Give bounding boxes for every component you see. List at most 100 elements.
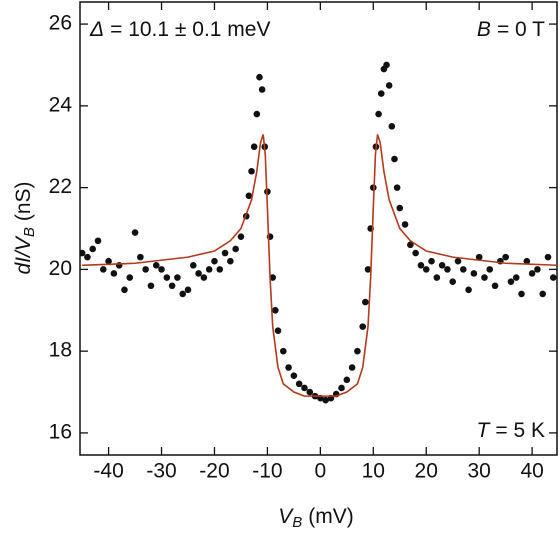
x-tick-label: -20: [199, 460, 229, 483]
data-point: [407, 241, 414, 249]
annotation-symbol: Δ: [89, 18, 104, 41]
data-point: [99, 266, 107, 273]
x-tick-label: -30: [146, 460, 176, 483]
y-tick-label: 24: [49, 93, 73, 116]
annotation-text: = 0 T: [497, 18, 545, 41]
data-point: [417, 261, 425, 269]
data-point: [158, 266, 165, 273]
data-point: [322, 396, 329, 404]
data-point: [200, 274, 208, 281]
data-point: [126, 274, 134, 281]
y-tick-label: 22: [49, 175, 72, 198]
data-point: [481, 274, 488, 281]
data-point: [285, 364, 292, 371]
x-label-sub: B: [292, 514, 302, 531]
annotation-text: = 5 K: [495, 419, 545, 442]
x-tick-label: -40: [93, 460, 123, 483]
data-point: [121, 286, 128, 294]
data-point: [269, 274, 277, 281]
data-point: [195, 270, 202, 277]
data-point: [491, 282, 499, 290]
x-tick-label: 20: [415, 460, 438, 483]
data-point: [428, 257, 435, 265]
annotation-symbol: T: [477, 419, 492, 442]
data-point: [486, 266, 494, 273]
data-point: [393, 184, 401, 191]
data-point: [502, 253, 509, 261]
y-tick-label: 16: [49, 420, 72, 443]
data-point: [401, 221, 409, 228]
data-point: [512, 274, 520, 281]
data-point: [232, 245, 239, 253]
data-point: [375, 110, 382, 118]
data-point: [470, 270, 478, 277]
data-point: [179, 290, 187, 298]
data-point: [362, 298, 369, 306]
y-label-main: dI/V: [12, 235, 35, 274]
annotation: B = 0 T: [477, 18, 545, 41]
annotation-symbol: B: [477, 18, 491, 41]
data-point: [272, 306, 279, 314]
data-point: [137, 253, 144, 261]
x-tick-label: 40: [520, 460, 543, 483]
data-point: [237, 233, 245, 240]
data-point: [412, 249, 419, 257]
y-tick-label: 26: [49, 12, 72, 35]
data-point: [250, 143, 258, 151]
y-tick-label: 20: [49, 257, 72, 280]
data-point: [256, 73, 263, 81]
data-point: [227, 257, 234, 265]
data-point: [274, 327, 282, 335]
data-point: [534, 266, 541, 273]
data-point: [184, 286, 192, 294]
data-point: [245, 192, 253, 200]
data-point: [518, 290, 525, 298]
data-point: [189, 261, 197, 269]
data-point: [205, 266, 213, 273]
data-point: [354, 347, 361, 355]
annotation: Δ = 10.1 ± 0.1 meV: [89, 18, 270, 41]
data-point: [383, 61, 390, 69]
data-point: [528, 270, 536, 277]
data-point: [465, 286, 472, 294]
data-point: [147, 282, 155, 290]
data-point: [142, 266, 149, 273]
x-label-main: V: [278, 505, 294, 528]
x-tick-label: -10: [252, 460, 282, 483]
data-point: [343, 376, 351, 384]
fit-line: [82, 134, 557, 397]
data-point: [248, 167, 255, 175]
data-point: [544, 253, 552, 261]
data-point: [422, 266, 430, 273]
data-point: [338, 384, 345, 392]
x-tick-label: 10: [362, 460, 385, 483]
data-point: [377, 90, 385, 97]
data-point: [89, 245, 97, 253]
data-point: [388, 122, 396, 130]
data-point: [279, 347, 287, 355]
data-point: [454, 257, 462, 265]
data-point: [523, 257, 531, 265]
data-point: [459, 266, 467, 273]
data-point: [438, 261, 446, 269]
data-point: [364, 266, 372, 273]
data-point: [163, 274, 171, 281]
annotation: T = 5 K: [477, 419, 545, 442]
data-point: [94, 237, 102, 245]
data-point: [348, 364, 356, 371]
annotation-text: = 10.1 ± 0.1 meV: [110, 18, 270, 41]
x-axis-label: VB (mV): [278, 505, 354, 531]
data-point: [306, 388, 314, 396]
data-point: [258, 86, 266, 93]
data-point: [539, 290, 547, 298]
y-label-sub: B: [21, 227, 38, 237]
data-point: [301, 384, 308, 392]
data-point: [105, 257, 112, 265]
data-point: [290, 372, 298, 379]
data-point: [174, 274, 181, 281]
data-point: [507, 278, 515, 285]
data-point: [475, 253, 483, 261]
data-point: [80, 249, 86, 257]
data-point: [211, 257, 218, 265]
data-point: [168, 282, 176, 290]
